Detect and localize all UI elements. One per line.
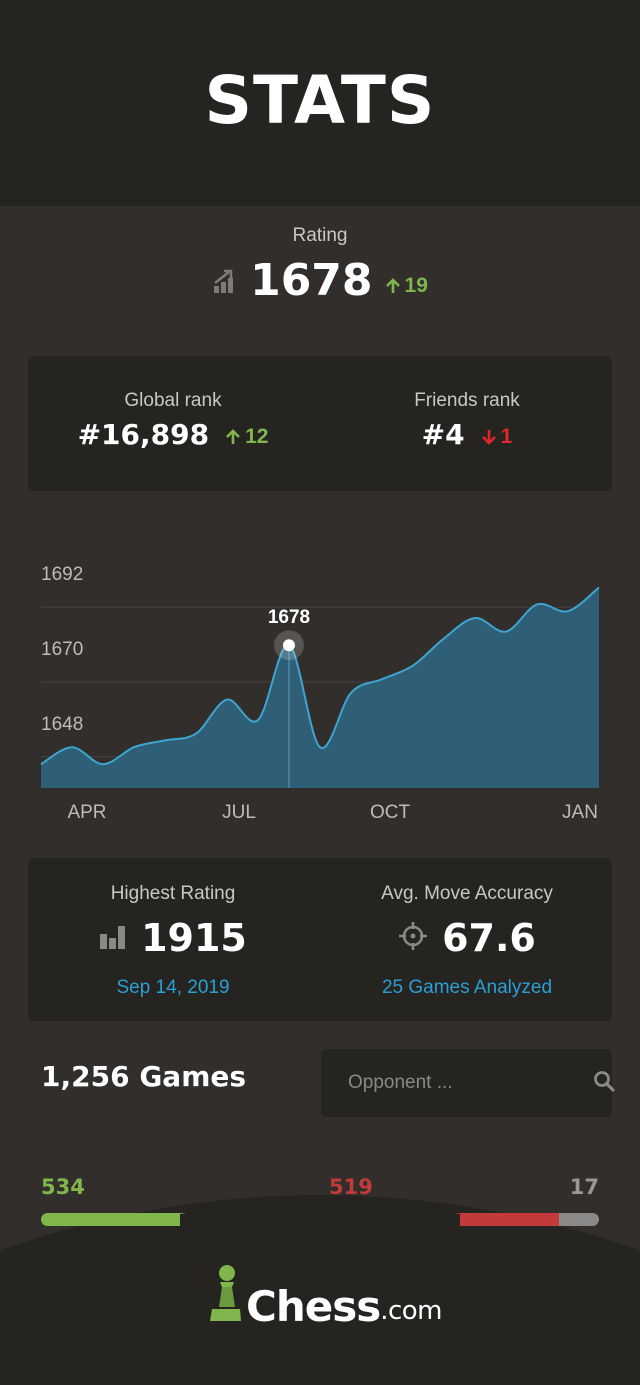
rating-line bbox=[40, 586, 600, 766]
x-tick-label: APR bbox=[67, 802, 106, 823]
rating-area bbox=[41, 587, 599, 788]
game-results: 534 519 17 bbox=[41, 1175, 599, 1205]
losses-count: 519 bbox=[329, 1175, 373, 1199]
games-count-title: 1,256 Games bbox=[41, 1060, 247, 1093]
global-rank-label: Global rank bbox=[124, 390, 222, 411]
opponent-search-input[interactable] bbox=[348, 1072, 593, 1094]
bar-chart-icon bbox=[99, 923, 127, 954]
logo-wordmark: Chess bbox=[246, 1282, 381, 1331]
highlight-point bbox=[283, 639, 295, 652]
move-accuracy-value: 67.6 bbox=[442, 916, 536, 960]
friends-rank-label: Friends rank bbox=[414, 390, 520, 411]
arrow-up-icon bbox=[385, 278, 400, 293]
y-tick-label: 1648 bbox=[41, 714, 83, 735]
friends-rank[interactable]: Friends rank #4 1 bbox=[322, 356, 612, 491]
rating-change-value: 19 bbox=[404, 274, 428, 297]
footer-curve-overlay bbox=[180, 1202, 460, 1240]
rating-summary: Rating 1678 19 bbox=[0, 225, 640, 307]
y-tick-label: 1692 bbox=[41, 564, 83, 585]
logo-tld: .com bbox=[380, 1296, 443, 1326]
arrow-down-icon bbox=[481, 429, 496, 445]
arrow-up-icon bbox=[226, 428, 240, 444]
page-title: STATS bbox=[204, 61, 436, 139]
rating-change: 19 bbox=[385, 274, 428, 298]
highlight-label: 1678 bbox=[268, 607, 310, 628]
highest-rating[interactable]: Highest Rating 1915 Sep 14, 2019 bbox=[28, 858, 318, 1021]
highest-rating-date[interactable]: Sep 14, 2019 bbox=[116, 977, 230, 998]
move-accuracy[interactable]: Avg. Move Accuracy 67.6 25 Games Analyze… bbox=[322, 858, 612, 1021]
friends-rank-change-value: 1 bbox=[500, 424, 513, 448]
pawn-icon bbox=[208, 1263, 242, 1328]
global-rank-change: 12 bbox=[225, 425, 268, 449]
highest-rating-value: 1915 bbox=[141, 916, 247, 960]
rating-row: 1678 19 bbox=[0, 253, 640, 307]
rating-trend-icon bbox=[212, 261, 250, 300]
friends-rank-change: 1 bbox=[481, 424, 513, 449]
x-tick-label: JAN bbox=[562, 802, 598, 823]
crosshair-icon bbox=[398, 921, 428, 956]
friends-rank-value: #4 bbox=[421, 418, 465, 451]
x-tick-label: OCT bbox=[370, 802, 411, 823]
search-icon[interactable] bbox=[593, 1070, 615, 1097]
wins-count: 534 bbox=[41, 1175, 85, 1199]
highest-rating-label: Highest Rating bbox=[110, 883, 236, 904]
opponent-search[interactable] bbox=[321, 1049, 615, 1117]
draws-bar-segment bbox=[559, 1213, 599, 1226]
draws-count: 17 bbox=[569, 1175, 599, 1199]
games-analyzed-link[interactable]: 25 Games Analyzed bbox=[381, 977, 553, 998]
move-accuracy-label: Avg. Move Accuracy bbox=[381, 883, 553, 904]
footer-background bbox=[0, 1195, 640, 1385]
y-tick-label: 1670 bbox=[41, 639, 83, 660]
rating-value: 1678 bbox=[250, 254, 373, 306]
global-rank-value: #16,898 bbox=[77, 418, 210, 451]
rank-card: Global rank #16,898 12 Friends rank #4 1 bbox=[28, 356, 612, 491]
x-tick-label: JUL bbox=[222, 802, 256, 823]
rating-history-chart[interactable]: 1692 1670 1648 1678 APR JUL OCT JAN bbox=[0, 530, 640, 830]
stats-card: Highest Rating 1915 Sep 14, 2019 Avg. Mo… bbox=[28, 858, 612, 1021]
global-rank-change-value: 12 bbox=[245, 424, 269, 448]
global-rank[interactable]: Global rank #16,898 12 bbox=[28, 356, 318, 491]
rating-label: Rating bbox=[292, 225, 348, 246]
page-header: STATS bbox=[0, 0, 640, 206]
chess-com-logo[interactable]: Chess .com bbox=[208, 1262, 443, 1331]
